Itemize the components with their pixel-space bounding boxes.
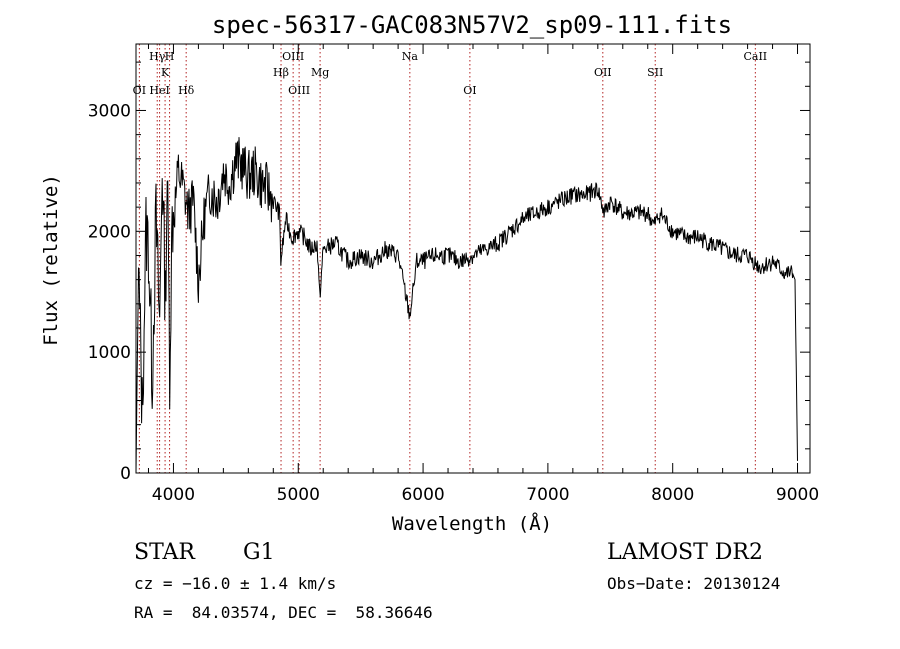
y-axis-label: Flux (relative) (40, 174, 62, 346)
x-tick-label-1: 5000 (277, 485, 320, 505)
y-tick-label-1: 1000 (88, 343, 131, 363)
spectral-line-label-3: K (161, 66, 170, 79)
x-tick-label-3: 7000 (526, 485, 569, 505)
spectral-line-label-5: Hδ (178, 84, 195, 97)
y-tick-label-3: 3000 (88, 101, 131, 121)
spectral-line-label-12: OII (594, 66, 612, 79)
spectral-line-label-9: Mg (311, 66, 329, 79)
spectral-line-label-14: CaII (743, 50, 767, 63)
y-tick-label-2: 2000 (88, 222, 131, 242)
obs-date-text: Obs−Date: 20130124 (607, 574, 781, 593)
x-tick-label-0: 4000 (152, 485, 195, 505)
y-tick-label-0: 0 (120, 464, 131, 484)
survey-name: LAMOST DR2 (607, 540, 763, 565)
object-subclass: G1 (243, 540, 275, 565)
x-axis-label: Wavelength (Å) (392, 512, 552, 535)
spectral-line-label-1: Hγ (149, 50, 166, 63)
object-type: STAR (134, 540, 195, 565)
redshift-text: cz = −16.0 ± 1.4 km/s (134, 574, 337, 593)
chart-title: spec-56317-GAC083N57V2_sp09-111.fits (212, 11, 732, 39)
coordinates-text: RA = 84.03574, DEC = 58.36646 (134, 603, 433, 622)
spectral-line-label-6: Hβ (273, 66, 289, 79)
x-tick-label-4: 8000 (651, 485, 694, 505)
spectral-line-label-2: HeI (149, 84, 169, 97)
x-tick-label-5: 9000 (776, 485, 819, 505)
axis-ticks: 4000 5000 6000 7000 8000 9000 0 1000 2000 3000 (88, 44, 819, 505)
spectrum-line (135, 137, 798, 474)
spectral-line-label-13: SII (647, 66, 663, 79)
spectral-line-label-4: H (165, 50, 175, 63)
spectral-line-label-10: Na (402, 50, 419, 63)
x-tick-label-2: 6000 (401, 485, 444, 505)
spectral-line-label-11: OI (463, 84, 476, 97)
spectral-line-label-8: OIII (288, 84, 310, 97)
spectral-line-label-7: OIII (282, 50, 304, 63)
